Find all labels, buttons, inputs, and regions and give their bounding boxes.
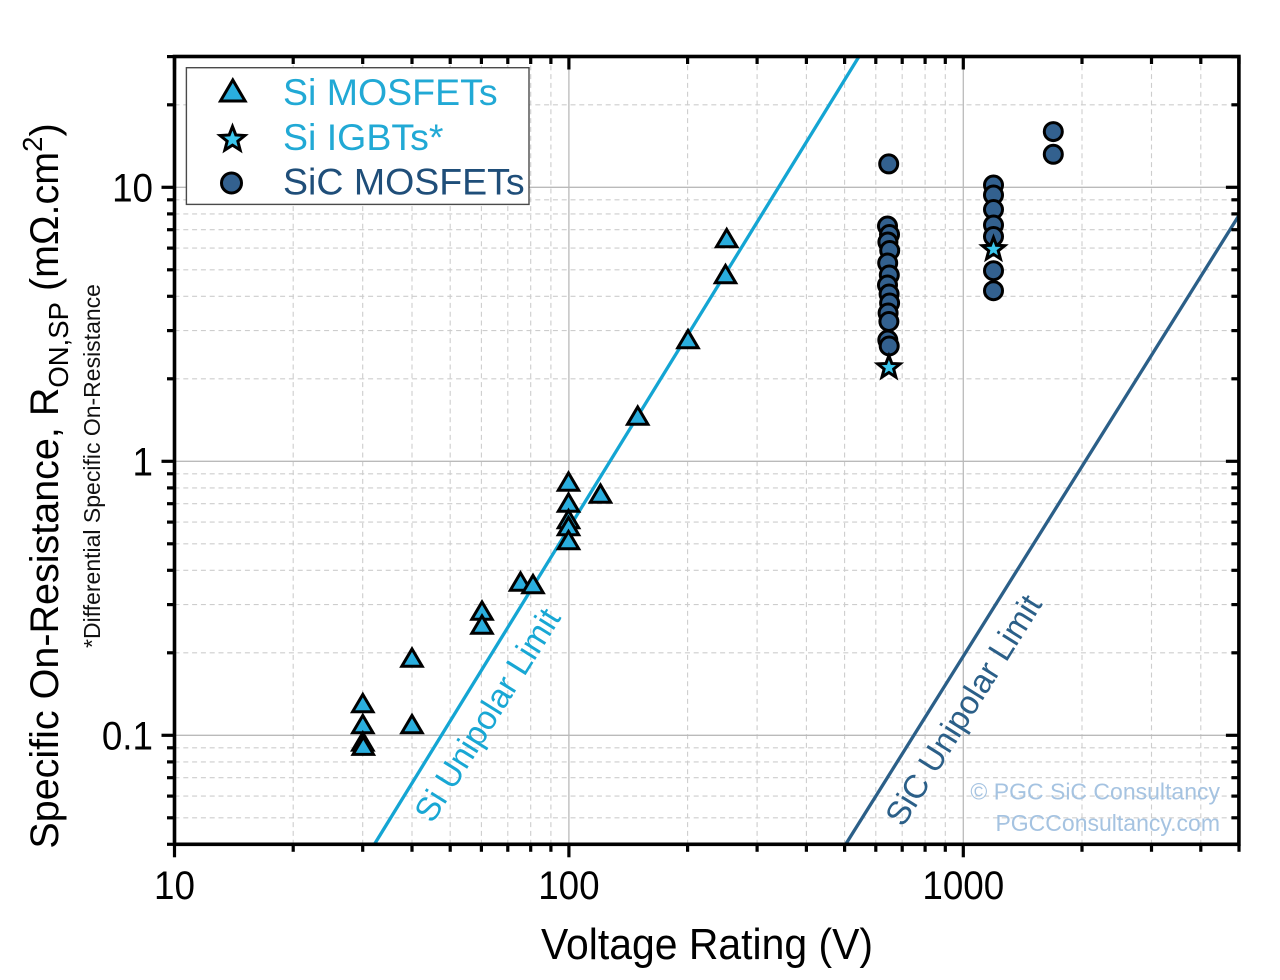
svg-text:© PGC SiC Consultancy: © PGC SiC Consultancy <box>970 779 1220 805</box>
svg-text:0.1: 0.1 <box>102 714 153 759</box>
svg-text:1000: 1000 <box>922 864 1004 909</box>
svg-text:Specific On-Resistance, RON,SP: Specific On-Resistance, RON,SP (mΩ.cm2) <box>17 123 74 848</box>
svg-text:Si MOSFETs: Si MOSFETs <box>283 71 498 113</box>
svg-text:Si IGBTs*: Si IGBTs* <box>283 116 443 158</box>
svg-text:100: 100 <box>538 864 599 909</box>
svg-text:SiC MOSFETs: SiC MOSFETs <box>283 161 525 203</box>
svg-text:1: 1 <box>133 440 153 485</box>
svg-text:Voltage Rating (V): Voltage Rating (V) <box>541 921 873 970</box>
svg-text:10: 10 <box>154 864 195 909</box>
svg-text:PGCConsultancy.com: PGCConsultancy.com <box>995 810 1220 836</box>
svg-text:10: 10 <box>112 166 153 211</box>
svg-text:*Differential Specific On-Resi: *Differential Specific On-Resistance <box>79 284 105 648</box>
